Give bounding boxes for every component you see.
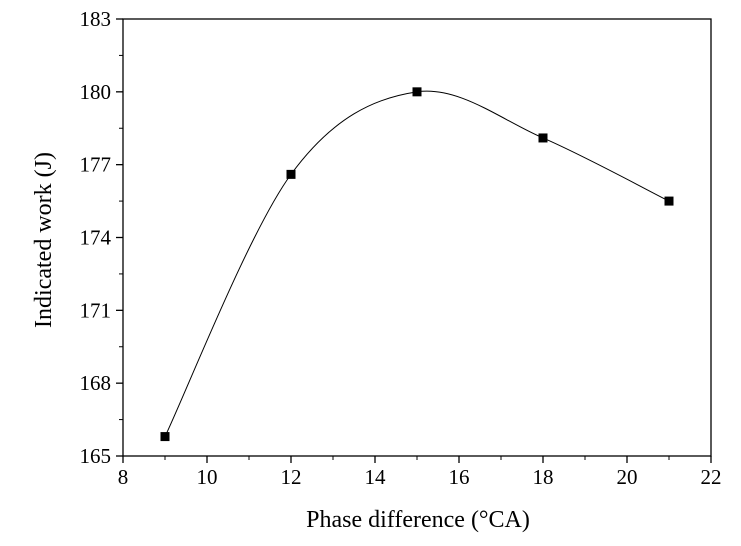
y-tick-label: 180: [80, 80, 112, 104]
x-tick-label: 22: [701, 465, 722, 489]
data-point: [412, 87, 422, 97]
x-tick-label: 8: [118, 465, 129, 489]
plot-frame: [122, 18, 712, 457]
y-tick-label: 165: [80, 444, 112, 468]
y-tick-label: 168: [80, 371, 112, 395]
x-tick-label: 10: [197, 465, 218, 489]
data-point: [664, 196, 674, 206]
x-tick-label: 12: [281, 465, 302, 489]
x-tick-label: 18: [533, 465, 554, 489]
plot-area: [160, 87, 674, 442]
data-point: [538, 133, 548, 143]
y-tick-label: 174: [80, 226, 112, 250]
x-tick-label: 16: [449, 465, 470, 489]
y-tick-label: 183: [80, 7, 112, 31]
data-point: [160, 432, 170, 442]
series-line: [164, 90, 670, 437]
y-tick-label: 177: [80, 153, 112, 177]
x-tick-label: 14: [365, 465, 387, 489]
x-tick-label: 20: [617, 465, 638, 489]
data-point: [286, 169, 296, 179]
y-tick-label: 171: [80, 298, 112, 322]
x-axis-title: Phase difference (°CA): [306, 507, 530, 533]
y-axis-title: Indicated work (J): [31, 152, 57, 328]
axes: 8 10 12 14 16 18 20 22 165 168 171 174 177 180 183: [80, 7, 722, 489]
